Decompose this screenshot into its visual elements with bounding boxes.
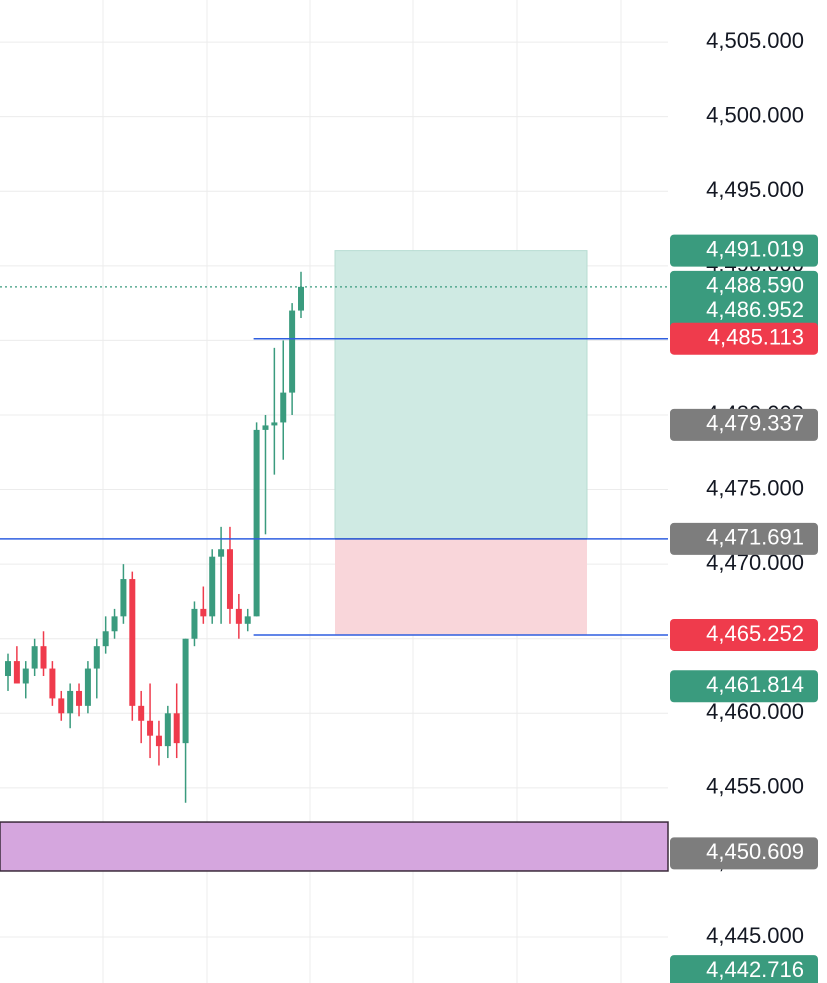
price-badge-label: 4,488.590 — [706, 273, 804, 298]
candle-body — [120, 579, 127, 617]
price-badge — [670, 234, 818, 267]
y-tick-label: 4,495.000 — [706, 177, 804, 202]
price-badge-label: 4,450.609 — [706, 839, 804, 864]
candle-body — [84, 668, 91, 706]
price-badge-label: 4,465.252 — [706, 621, 804, 646]
candle-body — [22, 668, 29, 684]
candle-body — [102, 631, 109, 647]
candle-body — [40, 646, 47, 669]
price-badge — [670, 408, 818, 441]
candle-body — [182, 638, 189, 744]
price-badge — [670, 618, 818, 651]
price-badge — [670, 522, 818, 555]
candle-body — [253, 429, 260, 617]
candle-body — [129, 579, 136, 706]
y-tick-label: 4,455.000 — [706, 774, 804, 799]
candle-body — [49, 668, 56, 699]
candle-body — [226, 549, 233, 609]
profit-area — [334, 250, 588, 540]
price-badge — [670, 295, 818, 328]
loss-area — [335, 538, 587, 635]
candle-body — [67, 690, 74, 714]
zone — [0, 821, 669, 872]
candle-body — [262, 425, 269, 430]
price-badge-label: 4,486.952 — [706, 297, 804, 322]
candle-body — [289, 310, 296, 393]
price-badge-label: 4,491.019 — [706, 236, 804, 261]
price-badge-label: 4,485.113 — [708, 325, 804, 350]
price-badge-label: 4,461.814 — [706, 672, 804, 697]
price-badge — [670, 322, 818, 355]
candle-body — [58, 698, 65, 714]
candle-body — [76, 690, 83, 706]
candle-body — [147, 720, 154, 736]
candle-body — [191, 608, 198, 639]
candle-body — [155, 735, 162, 747]
candle-body — [173, 713, 180, 744]
candle-body — [31, 646, 38, 669]
candle-body — [235, 608, 242, 624]
candle-body — [209, 556, 216, 617]
y-tick-label: 4,500.000 — [706, 102, 804, 127]
price-badge — [670, 837, 818, 870]
candle-body — [13, 661, 20, 684]
candle-body — [164, 713, 171, 747]
y-tick-label: 4,505.000 — [706, 28, 804, 53]
price-badge-label: 4,442.716 — [706, 957, 804, 982]
price-badge-label: 4,479.337 — [706, 411, 804, 436]
candle-body — [271, 422, 278, 426]
candle-body — [218, 549, 225, 557]
y-tick-label: 4,475.000 — [706, 475, 804, 500]
price-badge-label: 4,471.691 — [706, 525, 804, 550]
candle-body — [111, 616, 118, 632]
candle-body — [5, 661, 11, 677]
candle-body — [298, 286, 304, 311]
y-tick-label: 4,445.000 — [706, 923, 804, 948]
candle-body — [280, 392, 287, 423]
candle-body — [138, 705, 145, 721]
candle-body — [200, 608, 207, 617]
price-badge — [670, 670, 818, 703]
candle-body — [244, 616, 251, 624]
y-tick-label: 4,460.000 — [706, 699, 804, 724]
candle-body — [93, 646, 100, 669]
price-badge — [670, 955, 818, 983]
